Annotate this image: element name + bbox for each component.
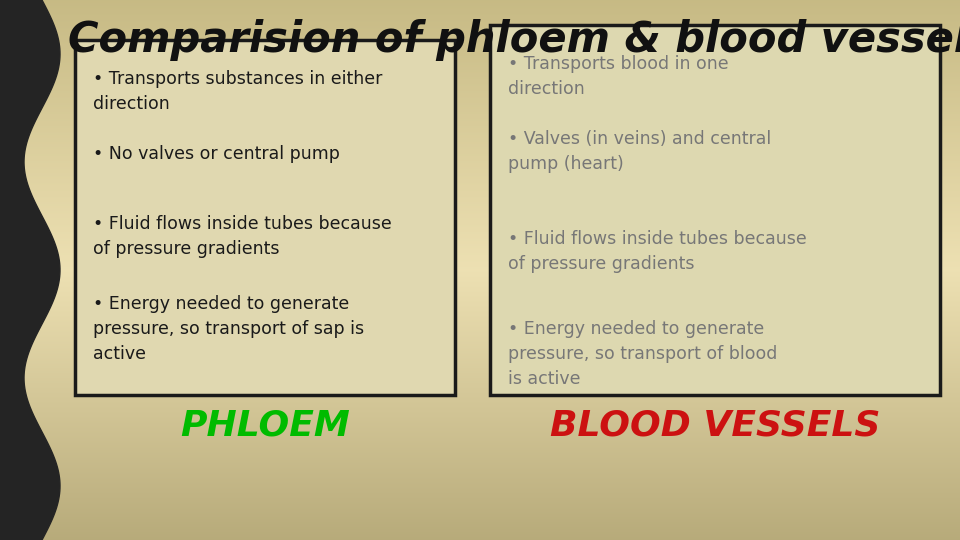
Text: • Energy needed to generate
pressure, so transport of sap is
active: • Energy needed to generate pressure, so… [93, 295, 364, 363]
Text: • Energy needed to generate
pressure, so transport of blood
is active: • Energy needed to generate pressure, so… [508, 320, 778, 388]
Text: • Fluid flows inside tubes because
of pressure gradients: • Fluid flows inside tubes because of pr… [93, 215, 392, 258]
Text: BLOOD VESSELS: BLOOD VESSELS [550, 408, 880, 442]
Text: Comparision of phloem & blood vessels: Comparision of phloem & blood vessels [67, 19, 960, 61]
Polygon shape [0, 0, 60, 540]
Text: PHLOEM: PHLOEM [180, 408, 350, 442]
FancyBboxPatch shape [490, 25, 940, 395]
Text: • Transports blood in one
direction: • Transports blood in one direction [508, 55, 729, 98]
Text: • No valves or central pump: • No valves or central pump [93, 145, 340, 163]
Text: • Transports substances in either
direction: • Transports substances in either direct… [93, 70, 382, 113]
FancyBboxPatch shape [75, 40, 455, 395]
Text: • Fluid flows inside tubes because
of pressure gradients: • Fluid flows inside tubes because of pr… [508, 230, 806, 273]
Text: • Valves (in veins) and central
pump (heart): • Valves (in veins) and central pump (he… [508, 130, 771, 173]
